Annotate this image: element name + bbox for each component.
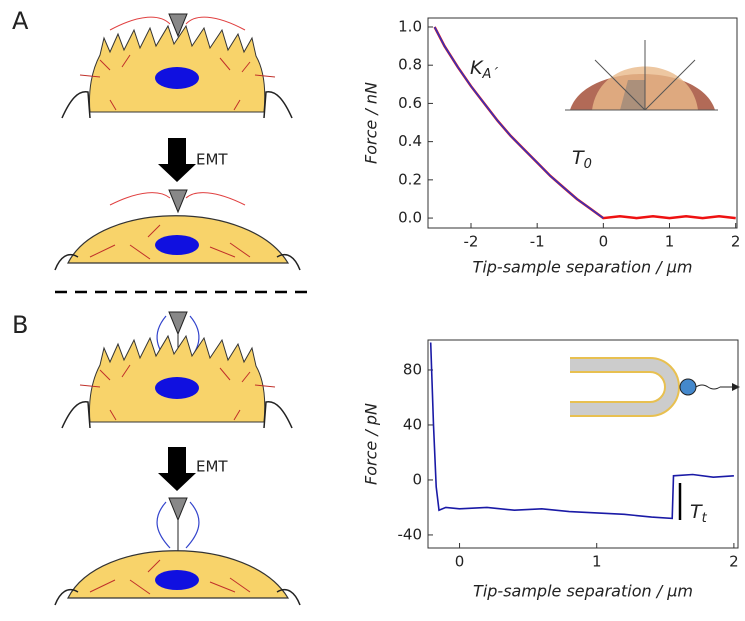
x-tick-label: -2	[464, 233, 479, 251]
data-line	[433, 26, 604, 219]
mesenchymal-cell	[54, 550, 301, 606]
y-tick-label: 0.0	[398, 209, 422, 227]
x-tick-label: 0	[599, 233, 609, 251]
annotation-text: K	[470, 57, 484, 79]
annotation: Tt	[690, 501, 708, 526]
annotation-subscript: t	[702, 511, 708, 526]
y-tick-label: 0.6	[398, 94, 422, 112]
x-axis-label: Tip-sample separation / µm	[473, 258, 693, 277]
y-tick-label: 0.4	[398, 132, 422, 150]
x-tick-label: 1	[665, 233, 675, 251]
data-line	[429, 342, 734, 520]
annotation: KA´	[470, 57, 498, 82]
x-tick-label: 0	[455, 553, 465, 571]
inset-geometry	[565, 40, 718, 111]
y-tick-label: 40	[403, 415, 422, 433]
panel-label: A	[12, 7, 29, 35]
annotation: T0	[572, 147, 592, 172]
y-tick-label: 0	[412, 470, 422, 488]
x-tick-label: 2	[729, 553, 739, 571]
emt-label: EMT	[196, 151, 228, 169]
x-tick-label: 2	[731, 233, 741, 251]
y-tick-label: 80	[403, 360, 422, 378]
inset-tether	[570, 357, 740, 417]
annotation-text: T	[572, 147, 585, 169]
y-tick-label: 0.8	[398, 56, 422, 74]
panel-label: B	[12, 311, 28, 339]
annotation-subscript: A´	[481, 67, 498, 82]
arrow	[158, 138, 196, 182]
afm-tip	[168, 497, 188, 521]
arrow	[158, 447, 196, 491]
x-tick-label: 1	[592, 553, 602, 571]
plot-frame	[427, 339, 739, 549]
afm-tip	[168, 189, 188, 213]
x-axis-label: Tip-sample separation / µm	[473, 582, 693, 601]
afm-tip	[168, 311, 188, 335]
y-tick-label: 1.0	[398, 17, 422, 35]
x-tick-label: -1	[530, 233, 545, 251]
annotation-subscript: 0	[584, 157, 592, 172]
y-tick-label: 0.2	[398, 170, 422, 188]
epithelial-cell	[61, 25, 293, 119]
emt-label: EMT	[196, 458, 228, 476]
mesenchymal-cell	[54, 215, 301, 271]
epithelial-cell	[61, 335, 293, 429]
plot-frame	[427, 17, 738, 229]
y-tick-label: -40	[398, 525, 423, 543]
y-axis-label: Force / pN	[362, 403, 381, 485]
annotation-text: T	[690, 501, 703, 523]
y-axis-label: Force / nN	[362, 82, 381, 164]
